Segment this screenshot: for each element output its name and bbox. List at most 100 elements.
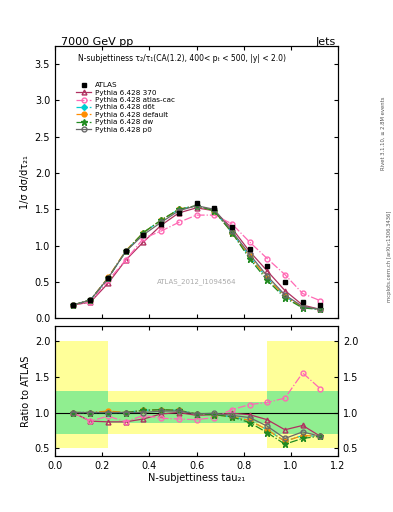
Pythia 6.428 default	[194, 203, 199, 209]
Pythia 6.428 atlas-cac	[300, 290, 305, 296]
Pythia 6.428 default	[318, 306, 323, 312]
Text: N-subjettiness τ₂/τ₁(CA(1.2), 400< pₜ < 500, |y| < 2.0): N-subjettiness τ₂/τ₁(CA(1.2), 400< pₜ < …	[78, 54, 286, 63]
Pythia 6.428 370	[300, 302, 305, 308]
ATLAS	[88, 297, 93, 303]
Pythia 6.428 370	[106, 280, 110, 286]
Line: Pythia 6.428 p0: Pythia 6.428 p0	[70, 203, 323, 312]
Pythia 6.428 dw	[230, 229, 234, 236]
Line: Pythia 6.428 370: Pythia 6.428 370	[70, 205, 323, 312]
Pythia 6.428 d6t	[265, 275, 270, 281]
Pythia 6.428 d6t	[318, 306, 323, 312]
Pythia 6.428 d6t	[159, 217, 163, 223]
Bar	[55, 340, 108, 449]
Pythia 6.428 dw	[194, 203, 199, 209]
Pythia 6.428 dw	[176, 206, 181, 212]
ATLAS	[230, 224, 234, 230]
Pythia 6.428 p0	[194, 203, 199, 209]
Pythia 6.428 dw	[212, 208, 217, 214]
Pythia 6.428 d6t	[141, 229, 146, 236]
Bar	[55, 391, 108, 434]
Pythia 6.428 370	[247, 248, 252, 254]
Pythia 6.428 p0	[176, 208, 181, 214]
Line: Pythia 6.428 dw: Pythia 6.428 dw	[70, 203, 323, 312]
Pythia 6.428 dw	[300, 305, 305, 311]
Text: Rivet 3.1.10, ≥ 2.8M events: Rivet 3.1.10, ≥ 2.8M events	[381, 96, 386, 170]
Pythia 6.428 370	[318, 306, 323, 312]
Pythia 6.428 d6t	[88, 297, 93, 303]
Pythia 6.428 atlas-cac	[123, 257, 128, 263]
ATLAS	[70, 302, 75, 308]
Pythia 6.428 p0	[88, 297, 93, 303]
Pythia 6.428 p0	[230, 228, 234, 234]
Y-axis label: 1/σ dσ/dτ₂₁: 1/σ dσ/dτ₂₁	[20, 155, 31, 209]
Pythia 6.428 p0	[318, 306, 323, 312]
Pythia 6.428 p0	[106, 275, 110, 281]
Pythia 6.428 atlas-cac	[212, 212, 217, 218]
Pythia 6.428 atlas-cac	[70, 302, 75, 308]
Line: Pythia 6.428 d6t: Pythia 6.428 d6t	[71, 204, 322, 311]
Pythia 6.428 default	[88, 297, 93, 303]
Pythia 6.428 default	[247, 253, 252, 260]
ATLAS	[247, 246, 252, 252]
Pythia 6.428 default	[159, 217, 163, 223]
Pythia 6.428 dw	[88, 297, 93, 303]
Pythia 6.428 atlas-cac	[318, 297, 323, 304]
Pythia 6.428 default	[283, 293, 287, 300]
ATLAS	[318, 302, 323, 308]
Pythia 6.428 default	[70, 302, 75, 308]
Pythia 6.428 dw	[283, 295, 287, 301]
Pythia 6.428 p0	[247, 251, 252, 258]
Pythia 6.428 370	[265, 268, 270, 274]
Pythia 6.428 d6t	[212, 208, 217, 214]
Bar	[267, 340, 338, 449]
Pythia 6.428 default	[106, 274, 110, 281]
Pythia 6.428 370	[230, 225, 234, 231]
Line: Pythia 6.428 default: Pythia 6.428 default	[70, 203, 323, 312]
Pythia 6.428 default	[230, 229, 234, 236]
Text: 7000 GeV pp: 7000 GeV pp	[61, 37, 133, 47]
Text: Jets: Jets	[316, 37, 336, 47]
Pythia 6.428 atlas-cac	[141, 235, 146, 241]
Pythia 6.428 p0	[123, 248, 128, 254]
Pythia 6.428 370	[283, 287, 287, 293]
ATLAS	[123, 248, 128, 254]
Pythia 6.428 p0	[265, 273, 270, 279]
Pythia 6.428 atlas-cac	[283, 271, 287, 278]
Pythia 6.428 dw	[141, 229, 146, 236]
Pythia 6.428 370	[159, 222, 163, 228]
Y-axis label: Ratio to ATLAS: Ratio to ATLAS	[20, 355, 31, 426]
Text: mcplots.cern.ch [arXiv:1306.3436]: mcplots.cern.ch [arXiv:1306.3436]	[387, 210, 391, 302]
Pythia 6.428 dw	[123, 248, 128, 254]
Pythia 6.428 370	[88, 299, 93, 305]
Legend: ATLAS, Pythia 6.428 370, Pythia 6.428 atlas-cac, Pythia 6.428 d6t, Pythia 6.428 : ATLAS, Pythia 6.428 370, Pythia 6.428 at…	[75, 82, 175, 133]
Pythia 6.428 default	[141, 229, 146, 236]
Line: Pythia 6.428 atlas-cac: Pythia 6.428 atlas-cac	[70, 212, 323, 308]
Pythia 6.428 d6t	[176, 206, 181, 212]
ATLAS	[194, 200, 199, 206]
Bar	[267, 391, 338, 434]
Text: ATLAS_2012_I1094564: ATLAS_2012_I1094564	[157, 279, 236, 286]
Pythia 6.428 default	[123, 248, 128, 254]
Pythia 6.428 dw	[318, 306, 323, 312]
Pythia 6.428 370	[141, 239, 146, 245]
ATLAS	[212, 205, 217, 211]
ATLAS	[300, 299, 305, 305]
Pythia 6.428 dw	[106, 275, 110, 281]
ATLAS	[106, 275, 110, 281]
Pythia 6.428 dw	[70, 302, 75, 308]
Pythia 6.428 d6t	[70, 302, 75, 308]
Pythia 6.428 p0	[70, 302, 75, 308]
ATLAS	[265, 263, 270, 269]
Pythia 6.428 atlas-cac	[88, 299, 93, 305]
Pythia 6.428 atlas-cac	[194, 212, 199, 218]
Pythia 6.428 d6t	[300, 304, 305, 310]
Pythia 6.428 default	[176, 206, 181, 212]
Pythia 6.428 d6t	[123, 248, 128, 254]
Pythia 6.428 p0	[300, 304, 305, 310]
Pythia 6.428 d6t	[230, 229, 234, 236]
Pythia 6.428 d6t	[106, 275, 110, 281]
Pythia 6.428 atlas-cac	[230, 221, 234, 227]
ATLAS	[176, 210, 181, 216]
Pythia 6.428 dw	[159, 217, 163, 223]
Pythia 6.428 p0	[141, 231, 146, 238]
